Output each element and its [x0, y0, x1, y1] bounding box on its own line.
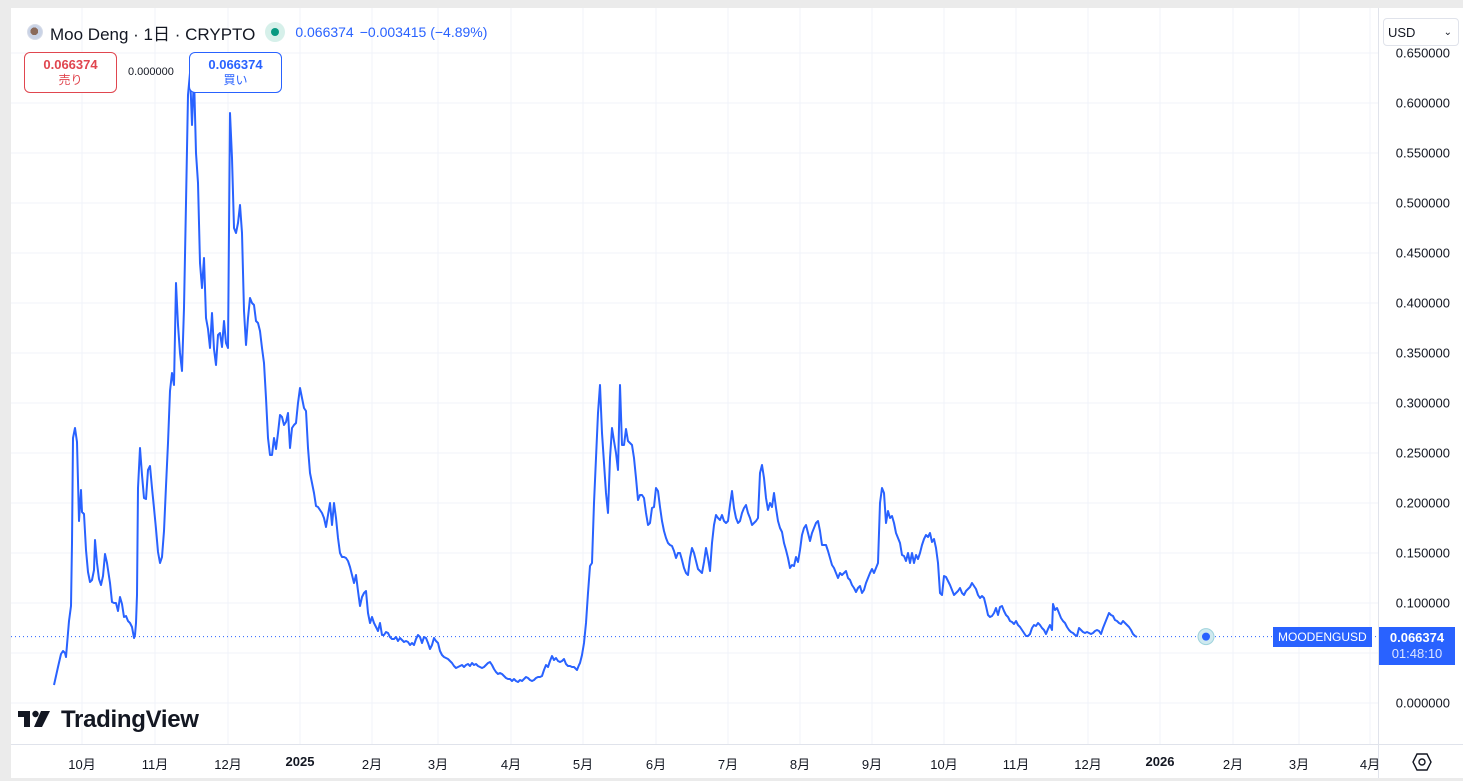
- currency-select[interactable]: USD ⌄: [1383, 18, 1459, 46]
- price-axis-label: 0.300000: [1395, 395, 1450, 411]
- sell-button[interactable]: 0.066374 売り: [24, 52, 117, 93]
- time-axis[interactable]: 10月 11月 12月 2025 2月 3月 4月 5月 6月 7月 8月 9月 10月 11月 12月 20…: [11, 744, 1381, 779]
- market-status-icon[interactable]: [265, 22, 286, 42]
- buy-price: 0.066374: [208, 57, 263, 72]
- currency-value: USD: [1388, 24, 1416, 40]
- price-axis-label: 0.200000: [1395, 495, 1450, 511]
- last-price-value: 0.066374: [295, 24, 354, 40]
- price-axis-label: 0.600000: [1395, 95, 1450, 111]
- time-axis-label: 11月: [1002, 757, 1030, 772]
- price-axis-label: 0.400000: [1395, 295, 1450, 311]
- last-point-marker: [1202, 632, 1210, 641]
- price-axis-label: 0.650000: [1395, 45, 1450, 61]
- symbol-logo-icon: [27, 24, 43, 40]
- buy-button[interactable]: 0.066374 買い: [189, 52, 282, 93]
- time-axis-label: 11月: [141, 757, 169, 772]
- price-axis-label: 0.150000: [1395, 545, 1450, 561]
- price-axis-label: 0.550000: [1395, 145, 1450, 161]
- spread-value: 0.000000: [128, 66, 174, 78]
- tradingview-logo[interactable]: TradingView: [17, 706, 199, 734]
- time-axis-label: 12月: [214, 757, 242, 772]
- time-axis-label: 7月: [717, 757, 739, 772]
- sell-price: 0.066374: [43, 57, 98, 72]
- settings-hexagon-icon: [1411, 753, 1432, 771]
- price-axis[interactable]: 0.650000 0.600000 0.550000 0.500000 0.450000…: [1378, 8, 1463, 744]
- price-axis-label: 0.450000: [1395, 245, 1450, 261]
- time-axis-label: 2月: [361, 757, 383, 772]
- price-axis-label: 0.000000: [1395, 695, 1450, 711]
- time-axis-label: 12月: [1074, 757, 1102, 772]
- time-axis-label: 4月: [500, 757, 522, 772]
- price-line-chart[interactable]: [11, 8, 1378, 744]
- time-axis-label: 6月: [645, 757, 667, 772]
- time-axis-label: 3月: [427, 757, 449, 772]
- grid-lines: [11, 8, 1378, 744]
- time-axis-label: 9月: [861, 757, 883, 772]
- bottom-frame: [0, 778, 1463, 781]
- time-axis-label: 10月: [68, 757, 96, 772]
- chart-pane[interactable]: [11, 8, 1378, 744]
- time-axis-label: 3月: [1288, 757, 1310, 772]
- sell-label: 売り: [58, 73, 83, 87]
- chart-legend: Moo Deng · 1日 · CRYPTO 0.066374 −0.00341…: [27, 20, 487, 44]
- left-frame: [0, 8, 11, 781]
- time-axis-label: 4月: [1359, 757, 1381, 772]
- bar-countdown: 01:48:10: [1391, 646, 1443, 661]
- price-axis-label: 0.500000: [1395, 195, 1450, 211]
- chart-settings-button[interactable]: [1378, 744, 1463, 779]
- symbol-price-tag: MOODENGUSD: [1273, 627, 1372, 647]
- time-axis-label: 2026: [1145, 754, 1175, 769]
- price-axis-label: 0.250000: [1395, 445, 1450, 461]
- chevron-down-icon: ⌄: [1443, 26, 1452, 38]
- price-axis-label: 0.350000: [1395, 345, 1450, 361]
- tradingview-logo-icon: [18, 710, 50, 727]
- last-price-tag: 0.066374 01:48:10: [1379, 627, 1455, 665]
- time-axis-label: 5月: [572, 757, 594, 772]
- buy-label: 買い: [223, 73, 248, 87]
- time-axis-label: 10月: [930, 757, 958, 772]
- top-frame: [0, 0, 1463, 8]
- tradingview-wordmark: TradingView: [61, 706, 199, 733]
- last-price-tag-value: 0.066374: [1389, 630, 1445, 645]
- price-axis-label: 0.100000: [1395, 595, 1450, 611]
- time-axis-label: 8月: [789, 757, 811, 772]
- time-axis-label: 2月: [1222, 757, 1244, 772]
- time-axis-label: 2025: [285, 754, 315, 769]
- price-series-line: [53, 72, 1138, 686]
- price-change-value: −0.003415 (−4.89%): [359, 24, 488, 40]
- symbol-title[interactable]: Moo Deng · 1日 · CRYPTO: [50, 24, 256, 44]
